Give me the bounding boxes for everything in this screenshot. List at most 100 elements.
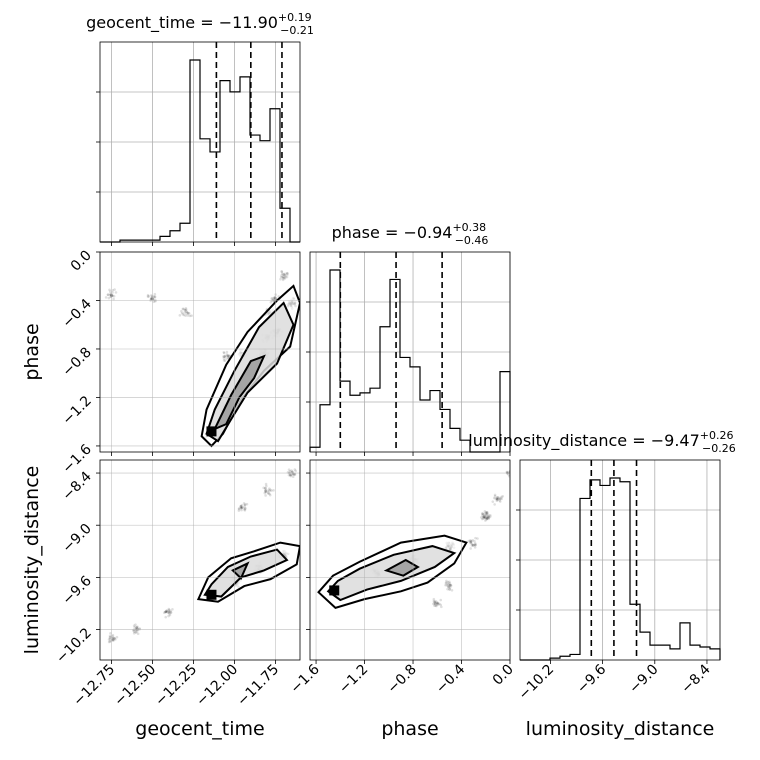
sample-point [495, 498, 499, 502]
sample-point [482, 515, 486, 519]
sample-point [112, 636, 115, 640]
x-tick-label: −11.75 [234, 662, 282, 710]
sample-point [290, 473, 293, 477]
sample-point [495, 497, 499, 501]
sample-point [283, 277, 287, 280]
x-tick-label: −12.75 [70, 662, 118, 710]
sample-point [485, 517, 489, 520]
sample-point [149, 297, 153, 301]
sample-point [243, 509, 247, 512]
sample-point [243, 507, 246, 511]
sample-point [283, 275, 287, 279]
sample-point [264, 490, 268, 494]
sample-point [488, 513, 492, 517]
sample-point [512, 474, 515, 477]
sample-point [113, 637, 116, 641]
sample-point [511, 473, 514, 476]
sample-point [111, 633, 115, 637]
sample-point [225, 353, 229, 356]
sample-point [483, 516, 487, 520]
sample-point [467, 539, 471, 543]
sample-point [107, 296, 111, 300]
sample-point [473, 544, 477, 547]
sample-point [150, 294, 153, 297]
sample-point [184, 307, 188, 310]
sample-point [187, 312, 191, 315]
sample-point [498, 497, 502, 501]
sample-point [171, 608, 174, 611]
sample-point [136, 625, 139, 629]
sample-point [243, 503, 247, 506]
sample-point [476, 537, 479, 540]
panel-title-luminosity_distance: luminosity_distance = −9.47+0.26 −0.26 [468, 429, 735, 455]
sample-point [500, 495, 503, 499]
density-peak-marker [206, 589, 217, 600]
sample-point [106, 293, 110, 297]
sample-point [185, 310, 189, 314]
sample-point [164, 610, 167, 614]
sample-point [243, 505, 246, 509]
sample-point [112, 294, 116, 298]
hist-panel-luminosity_distance: luminosity_distance = −9.47+0.26 −0.26 [468, 429, 736, 664]
sample-point [483, 516, 486, 520]
sample-point [481, 511, 484, 515]
x-tick-label: −9.6 [574, 661, 609, 696]
sample-point [282, 273, 285, 276]
sample-point [107, 640, 111, 644]
sample-point [223, 354, 227, 358]
sample-point [281, 278, 285, 282]
sample-point [164, 610, 168, 613]
contour-level-1 [203, 548, 289, 598]
sample-point [270, 297, 273, 300]
sample-point [444, 583, 447, 587]
sample-point [225, 357, 228, 360]
sample-point [227, 354, 230, 358]
y-tick-label: −9.6 [59, 573, 94, 608]
title-sub: −0.21 [280, 24, 314, 37]
density-peak-marker [206, 426, 217, 437]
y-tick-label: −8.4 [59, 468, 94, 503]
sample-point [226, 354, 230, 358]
y-tick-label: −0.8 [59, 344, 94, 379]
sample-point [108, 637, 112, 641]
sample-point [164, 610, 168, 614]
sample-point [445, 584, 449, 587]
sample-point [448, 580, 451, 584]
title-main: phase = −0.94 [332, 223, 453, 242]
sample-point [241, 506, 244, 510]
sample-point [290, 469, 293, 472]
sample-point [483, 509, 487, 513]
sample-point [283, 273, 286, 277]
sample-point [132, 630, 136, 633]
sample-point [167, 609, 171, 613]
sample-point [245, 502, 249, 506]
sample-point [268, 489, 271, 493]
sample-point [168, 612, 171, 615]
sample-point [111, 638, 115, 642]
sample-point [487, 516, 490, 519]
sample-point [449, 584, 452, 587]
sample-point [511, 473, 514, 476]
sample-point [433, 600, 437, 604]
sample-point [240, 508, 243, 512]
sample-point [109, 293, 112, 297]
sample-point [497, 496, 500, 499]
sample-point [279, 275, 283, 279]
sample-point [481, 514, 484, 517]
sample-point [265, 490, 268, 494]
panel-content [107, 468, 300, 644]
sample-point [169, 611, 173, 614]
sample-point [474, 536, 477, 540]
sample-point [471, 544, 475, 547]
sample-point [508, 474, 510, 478]
sample-point [281, 275, 285, 278]
sample-point [169, 611, 173, 614]
x-tick-label: 0.0 [490, 662, 517, 689]
panel-frame [309, 251, 511, 453]
sample-point [241, 506, 244, 509]
sample-point [486, 513, 490, 516]
sample-point [169, 609, 172, 613]
sample-point [237, 507, 241, 510]
sample-point [263, 489, 267, 493]
